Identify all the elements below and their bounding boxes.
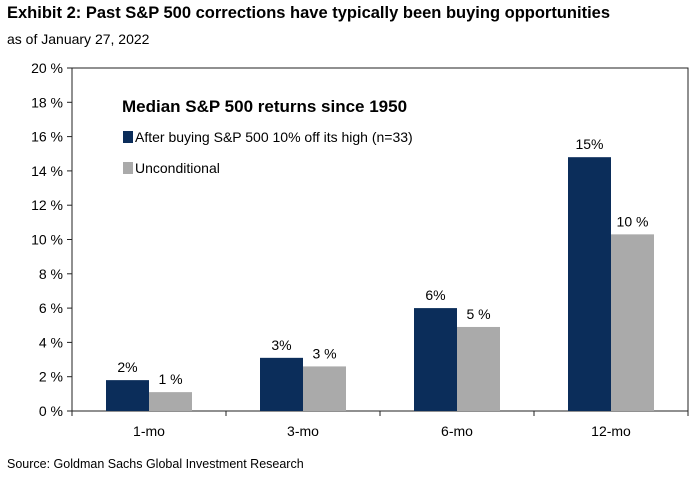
bar-after-correction	[568, 157, 611, 411]
chart-axes: 0 % 2 % 4 % 6 % 8 % 10 % 12 % 14 % 16 % 18 % 20 % 1…	[31, 60, 689, 439]
bar-after-correction	[260, 357, 303, 411]
bar-value-label: 2%	[117, 359, 137, 375]
legend-label: After buying S&P 500 10% off its high (n…	[135, 129, 413, 145]
x-category-label: 1-mo	[133, 423, 165, 439]
bar-unconditional	[149, 392, 192, 411]
bar-value-label: 1 %	[158, 371, 182, 387]
y-tick-label: 20 %	[31, 60, 63, 76]
bar-unconditional	[611, 234, 654, 411]
bar-unconditional	[457, 326, 500, 411]
bar-unconditional	[303, 366, 346, 411]
legend-swatch	[123, 162, 133, 174]
source-note: Source: Goldman Sachs Global Investment …	[7, 457, 304, 471]
y-tick-label: 4 %	[39, 334, 63, 350]
y-tick-label: 10 %	[31, 232, 63, 248]
bar-value-label: 10 %	[617, 213, 649, 229]
bar-value-label: 6%	[425, 287, 445, 303]
legend-swatch	[123, 131, 133, 143]
bar-value-label: 5 %	[466, 306, 490, 322]
chart-legend: Median S&P 500 returns since 1950 After b…	[122, 97, 413, 176]
x-category-label: 6-mo	[441, 423, 473, 439]
y-tick-label: 6 %	[39, 300, 63, 316]
bar-value-label: 3 %	[312, 345, 336, 361]
x-category-label: 12-mo	[591, 423, 631, 439]
bar-after-correction	[414, 308, 457, 411]
x-category-label: 3-mo	[287, 423, 319, 439]
y-tick-label: 2 %	[39, 369, 63, 385]
y-tick-label: 8 %	[39, 266, 63, 282]
chart-bars: 2% 1 % 3% 3 % 6% 5 % 15% 10 %	[106, 136, 654, 411]
exhibit-subtitle: as of January 27, 2022	[7, 31, 150, 47]
exhibit-title: Exhibit 2: Past S&P 500 corrections have…	[7, 4, 611, 22]
bar-value-label: 15%	[575, 136, 603, 152]
bar-after-correction	[106, 380, 149, 411]
y-tick-label: 16 %	[31, 129, 63, 145]
y-tick-label: 12 %	[31, 197, 63, 213]
legend-title: Median S&P 500 returns since 1950	[122, 97, 407, 116]
legend-label: Unconditional	[135, 160, 220, 176]
y-tick-label: 18 %	[31, 94, 63, 110]
y-tick-label: 0 %	[39, 403, 63, 419]
bar-value-label: 3%	[271, 337, 291, 353]
y-tick-label: 14 %	[31, 163, 63, 179]
